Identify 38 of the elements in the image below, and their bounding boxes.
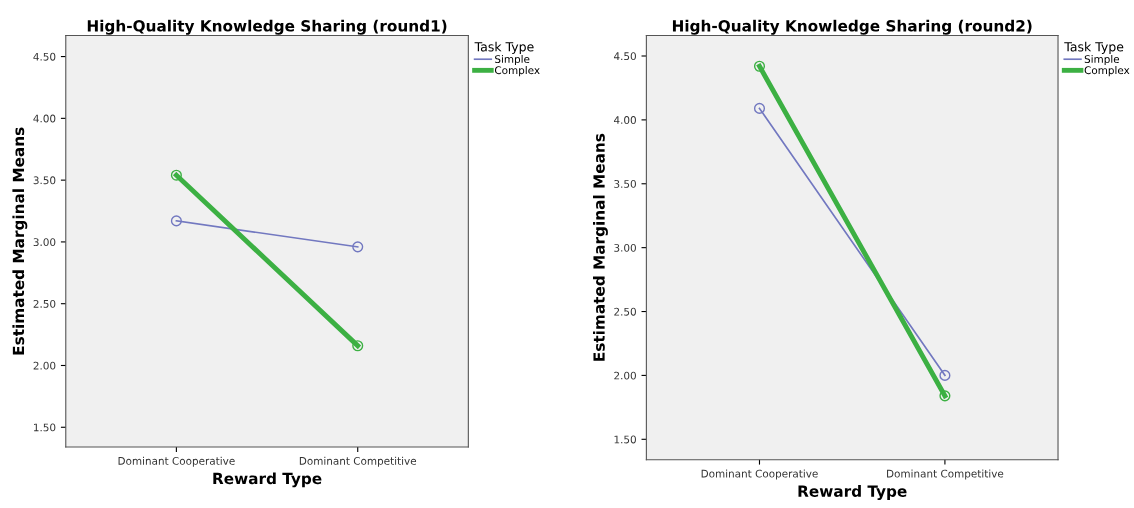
y-tick-label: 2.00 <box>33 361 56 370</box>
legend-label: Complex <box>1084 66 1130 77</box>
y-tick-label: 1.50 <box>34 423 56 432</box>
y-tick-label: 2.50 <box>614 307 636 316</box>
point <box>170 169 182 181</box>
point <box>352 241 364 253</box>
chart-title: High-Quality Knowledge Sharing (round2) <box>672 19 1032 35</box>
x-tick-label: Dominant Cooperative <box>701 469 818 480</box>
point <box>753 60 766 72</box>
y-tick-label: 2.50 <box>33 299 56 308</box>
y-tick-label: 3.00 <box>614 243 636 252</box>
y-tick-label: 4.50 <box>613 52 636 61</box>
point <box>939 369 951 381</box>
y-tick-label: 2.00 <box>614 371 636 380</box>
chart-title: High-Quality Knowledge Sharing (round1) <box>87 19 447 35</box>
legend-label: Complex <box>494 66 540 77</box>
point <box>170 215 182 227</box>
legend-title: Task Type <box>1064 41 1124 54</box>
y-axis-title: Estimated Marginal Means <box>12 127 28 355</box>
y-tick-label: 3.50 <box>614 179 636 188</box>
legend-title: Task Type <box>474 41 534 54</box>
y-tick-label: 3.00 <box>33 238 56 247</box>
legend-label: Simple <box>495 54 530 66</box>
x-tick-label: Dominant Competitive <box>299 456 417 467</box>
y-tick-label: 4.00 <box>33 114 56 123</box>
point <box>352 340 364 352</box>
y-axis-title: Estimated Marginal Means <box>593 133 608 361</box>
y-tick-label: 4.50 <box>33 52 56 61</box>
x-axis-title: Reward Type <box>798 485 907 500</box>
x-axis-title: Reward Type <box>213 472 322 488</box>
y-tick-label: 4.00 <box>613 116 636 124</box>
x-tick-label: Dominant Competitive <box>887 469 1004 480</box>
legend-label: Simple <box>1084 54 1120 66</box>
y-tick-label: 3.50 <box>33 176 56 185</box>
point <box>753 102 766 114</box>
point <box>939 390 951 402</box>
x-tick-label: Dominant Cooperative <box>118 456 235 467</box>
y-tick-label: 1.50 <box>614 435 636 444</box>
